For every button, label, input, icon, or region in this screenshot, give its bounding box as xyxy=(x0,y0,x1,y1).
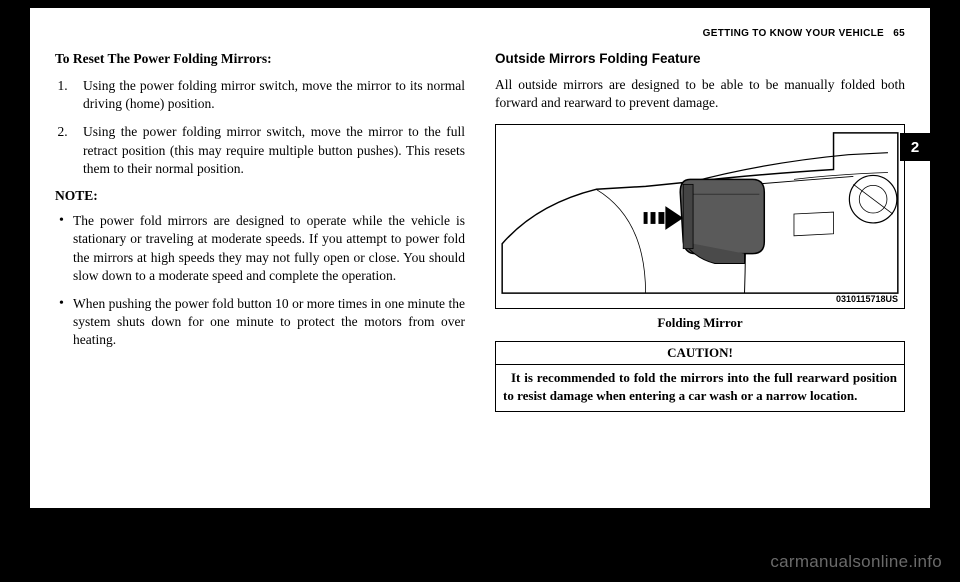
figure-caption: Folding Mirror xyxy=(495,315,905,331)
page-number: 65 xyxy=(893,28,905,39)
mirror-illustration-svg xyxy=(496,125,904,308)
reset-step-2: Using the power folding mirror switch, m… xyxy=(71,123,465,178)
feature-heading: Outside Mirrors Folding Feature xyxy=(495,51,905,66)
page-header: GETTING TO KNOW YOUR VEHICLE 65 xyxy=(55,28,905,39)
left-column: To Reset The Power Folding Mirrors: Usin… xyxy=(55,51,465,412)
reset-steps: Using the power folding mirror switch, m… xyxy=(59,77,465,178)
caution-text: It is recommended to fold the mirrors in… xyxy=(496,365,904,410)
reset-step-1: Using the power folding mirror switch, m… xyxy=(71,77,465,113)
figure-code: 0310115718US xyxy=(836,294,898,304)
section-title: GETTING TO KNOW YOUR VEHICLE xyxy=(703,28,884,39)
note-label: NOTE: xyxy=(55,188,465,204)
feature-body: All outside mirrors are designed to be a… xyxy=(495,76,905,112)
right-column: Outside Mirrors Folding Feature All outs… xyxy=(495,51,905,412)
content-columns: To Reset The Power Folding Mirrors: Usin… xyxy=(55,51,905,412)
reset-heading: To Reset The Power Folding Mirrors: xyxy=(55,51,465,67)
note-1: The power fold mirrors are designed to o… xyxy=(59,212,465,285)
notes-list: The power fold mirrors are designed to o… xyxy=(59,212,465,350)
folding-mirror-figure: 0310115718US xyxy=(495,124,905,309)
watermark: carmanualsonline.info xyxy=(770,552,942,572)
caution-box: CAUTION! It is recommended to fold the m… xyxy=(495,341,905,411)
note-2: When pushing the power fold button 10 or… xyxy=(59,295,465,350)
caution-heading: CAUTION! xyxy=(496,342,904,365)
manual-page: 2 GETTING TO KNOW YOUR VEHICLE 65 To Res… xyxy=(30,8,930,508)
